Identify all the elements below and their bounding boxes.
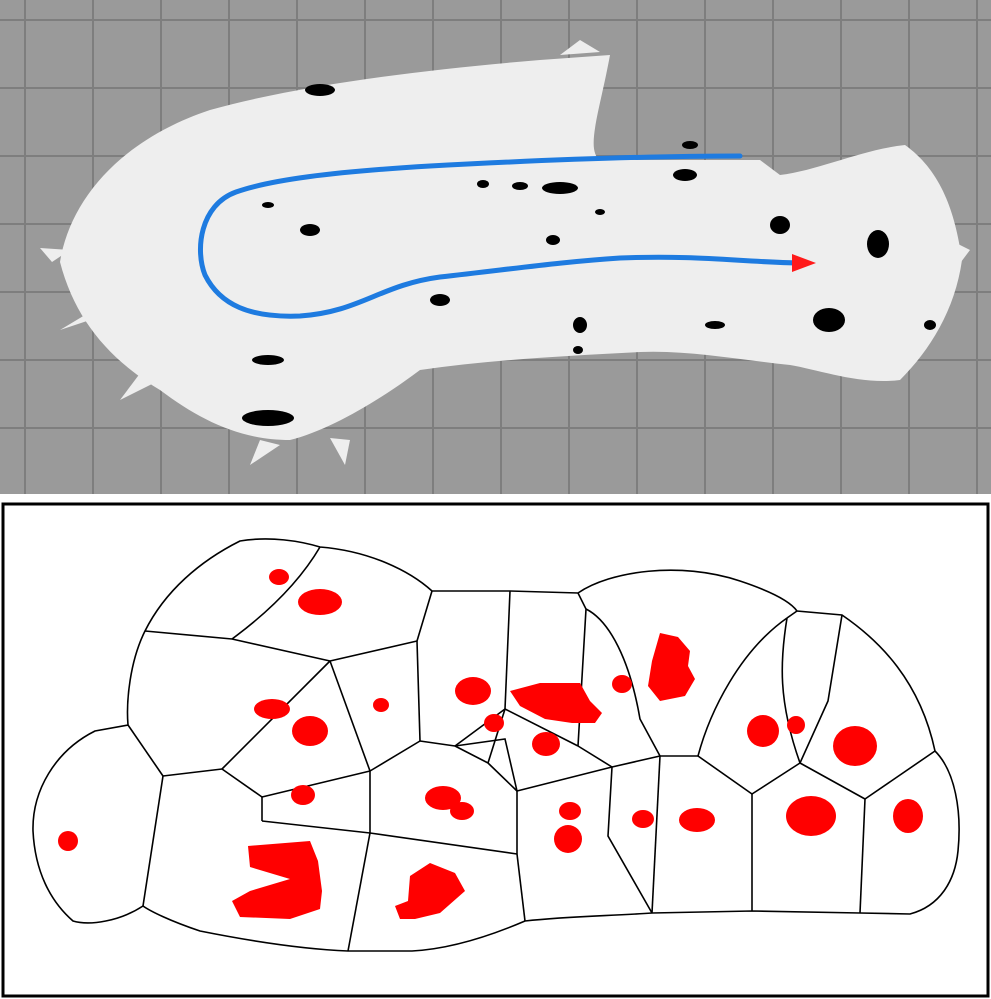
robot-trajectory (197, 153, 803, 319)
free-space-map (40, 40, 970, 465)
occupancy-map-svg (0, 0, 991, 494)
panel-border (1, 502, 990, 998)
end-arrow-marker (792, 254, 816, 272)
red-feature-blobs (58, 569, 923, 919)
voronoi-panel (0, 501, 991, 999)
obstacle-blobs (242, 84, 936, 426)
occupancy-map-panel (0, 0, 991, 494)
voronoi-svg (1, 502, 990, 998)
